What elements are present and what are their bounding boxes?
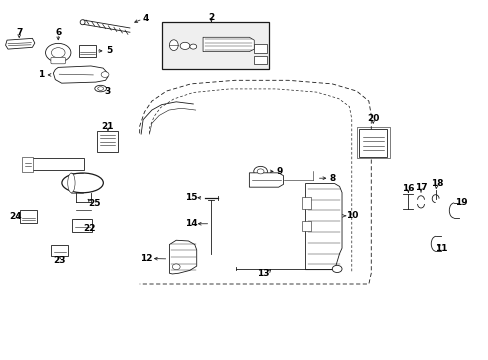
FancyBboxPatch shape — [51, 57, 65, 64]
Polygon shape — [169, 240, 196, 274]
Text: 7: 7 — [16, 28, 22, 37]
Text: 24: 24 — [9, 212, 22, 221]
Circle shape — [45, 43, 71, 62]
Ellipse shape — [62, 173, 103, 193]
Polygon shape — [53, 66, 108, 83]
Text: 18: 18 — [430, 179, 443, 188]
Text: 11: 11 — [434, 244, 447, 253]
Polygon shape — [203, 37, 254, 51]
FancyBboxPatch shape — [79, 45, 96, 57]
Ellipse shape — [80, 20, 85, 25]
FancyBboxPatch shape — [302, 221, 311, 231]
Text: 9: 9 — [276, 167, 282, 176]
Text: 14: 14 — [184, 219, 197, 228]
Text: 15: 15 — [184, 193, 197, 202]
FancyBboxPatch shape — [302, 197, 311, 210]
Polygon shape — [249, 173, 283, 187]
Text: 20: 20 — [366, 114, 379, 123]
Text: 23: 23 — [53, 256, 65, 265]
FancyBboxPatch shape — [20, 211, 37, 224]
Text: 22: 22 — [83, 224, 96, 233]
Circle shape — [172, 264, 180, 270]
FancyBboxPatch shape — [72, 219, 92, 232]
Circle shape — [257, 169, 264, 174]
Text: 13: 13 — [256, 269, 269, 278]
Ellipse shape — [95, 85, 106, 92]
Text: 25: 25 — [88, 199, 101, 208]
Text: 2: 2 — [208, 13, 214, 22]
FancyBboxPatch shape — [254, 56, 266, 64]
Text: 1: 1 — [38, 71, 44, 80]
FancyBboxPatch shape — [27, 158, 84, 170]
FancyBboxPatch shape — [97, 131, 118, 152]
Text: 12: 12 — [140, 254, 152, 263]
Circle shape — [331, 265, 341, 273]
Text: 10: 10 — [345, 211, 357, 220]
FancyBboxPatch shape — [22, 157, 33, 172]
Ellipse shape — [169, 40, 178, 50]
Text: 4: 4 — [142, 14, 149, 23]
Circle shape — [253, 166, 267, 176]
Bar — [161, 22, 268, 69]
Circle shape — [189, 44, 196, 49]
Text: 6: 6 — [55, 28, 61, 37]
Text: 8: 8 — [328, 174, 335, 183]
FancyBboxPatch shape — [51, 244, 68, 256]
Text: 3: 3 — [104, 86, 111, 95]
Circle shape — [180, 42, 189, 49]
Text: 5: 5 — [105, 46, 112, 55]
Polygon shape — [305, 184, 341, 270]
Circle shape — [51, 48, 65, 58]
Ellipse shape — [68, 173, 75, 193]
FancyBboxPatch shape — [358, 129, 386, 157]
Text: 16: 16 — [401, 184, 414, 193]
Circle shape — [101, 72, 109, 77]
Ellipse shape — [98, 87, 103, 90]
Text: 17: 17 — [414, 183, 427, 192]
Text: 21: 21 — [102, 122, 114, 131]
Polygon shape — [5, 39, 35, 49]
Text: 19: 19 — [454, 198, 467, 207]
FancyBboxPatch shape — [254, 44, 266, 53]
